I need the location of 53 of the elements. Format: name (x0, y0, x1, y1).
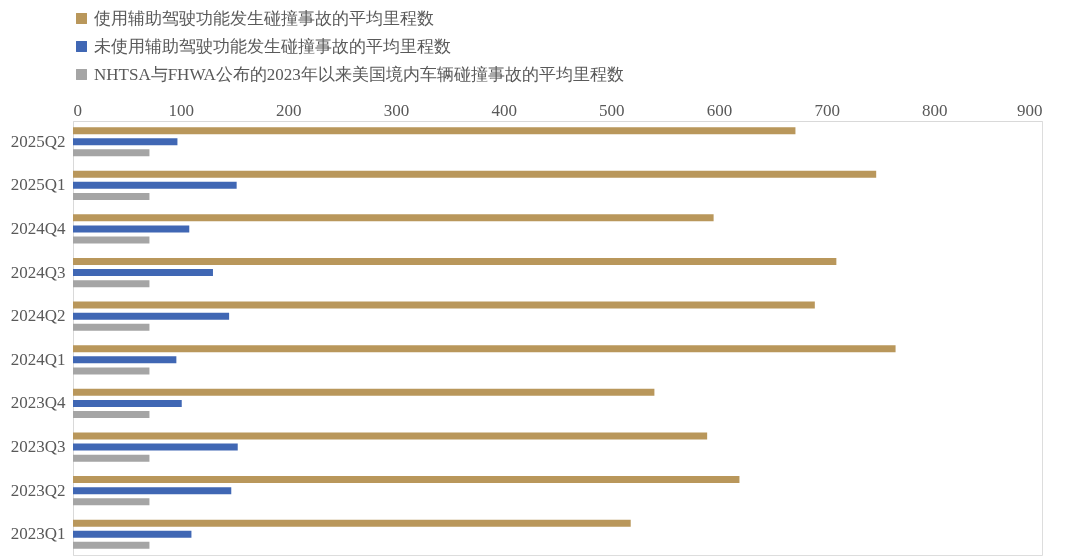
bar (73, 301, 815, 309)
bar (73, 257, 837, 265)
x-tick-label: 900 (1017, 100, 1043, 120)
bar (73, 269, 213, 277)
x-tick-label: 500 (599, 100, 625, 120)
x-tick-label: 0 (73, 100, 82, 120)
bar (73, 487, 232, 495)
bar (73, 149, 150, 157)
bar (73, 498, 150, 506)
bar (73, 323, 150, 331)
bar (73, 345, 896, 353)
bar (73, 170, 877, 178)
bar (73, 181, 237, 189)
bar (73, 432, 708, 440)
x-tick-label: 300 (383, 100, 410, 120)
bar (73, 443, 238, 451)
bar (73, 388, 655, 396)
bar (73, 356, 177, 364)
y-tick-label: 2024Q1 (10, 349, 66, 369)
x-tick-label: 200 (276, 100, 302, 120)
bar (73, 411, 150, 419)
x-tick-label: 800 (922, 100, 948, 120)
y-tick-label: 2024Q3 (10, 262, 66, 282)
y-tick-label: 2024Q4 (10, 218, 66, 238)
x-tick-label: 100 (168, 100, 194, 120)
bar (73, 367, 150, 375)
legend-label: 未使用辅助驾驶功能发生碰撞事故的平均里程数 (94, 36, 451, 56)
bar (73, 399, 182, 407)
bar (73, 138, 178, 146)
y-tick-label: 2023Q1 (10, 524, 66, 544)
y-tick-label: 2023Q3 (10, 437, 66, 457)
x-tick-label: 400 (491, 100, 517, 120)
bar (73, 192, 150, 200)
legend-label: 使用辅助驾驶功能发生碰撞事故的平均里程数 (94, 8, 434, 28)
x-tick-label: 600 (706, 100, 733, 120)
y-tick-label: 2025Q1 (10, 175, 66, 195)
bar (73, 280, 150, 288)
bar (73, 530, 192, 538)
bar (73, 519, 631, 527)
bar (73, 236, 150, 244)
legend-label: NHTSA与FHWA公布的2023年以来美国境内车辆碰撞事故的平均里程数 (94, 64, 624, 84)
x-tick-label: 700 (814, 100, 840, 120)
bar (73, 476, 740, 484)
y-tick-label: 2023Q4 (10, 393, 66, 413)
y-tick-label: 2024Q2 (10, 306, 66, 326)
bar (73, 214, 714, 222)
y-tick-label: 2023Q2 (10, 480, 66, 500)
bar (73, 454, 150, 462)
bar (73, 127, 796, 135)
bar (73, 541, 150, 549)
bar (73, 225, 190, 233)
bar (73, 312, 230, 320)
y-tick-label: 2025Q2 (10, 131, 66, 151)
